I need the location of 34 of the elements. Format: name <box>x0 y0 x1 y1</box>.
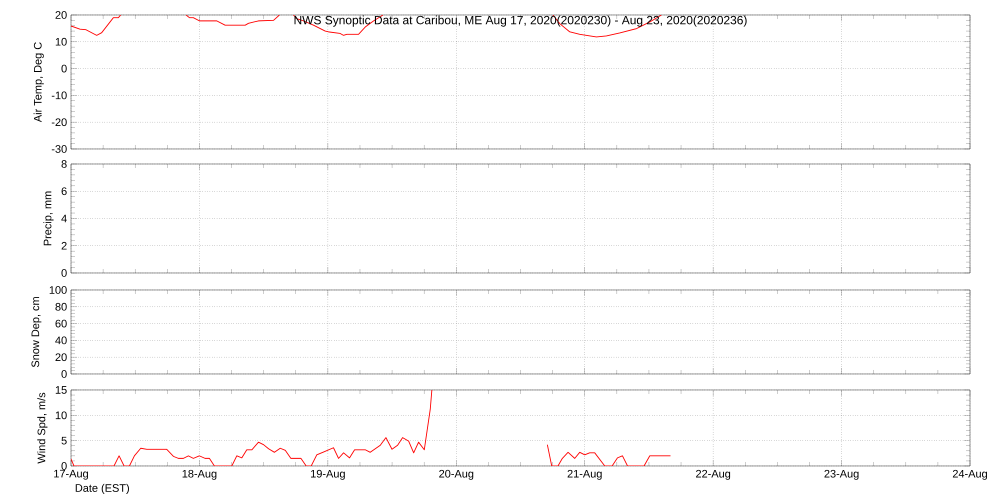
x-tick-label: 23-Aug <box>824 470 859 480</box>
x-tick-label: 21-Aug <box>568 470 602 480</box>
y-axis-title: Air Temp, Deg C <box>34 42 44 122</box>
y-tick-label: 0 <box>61 370 67 378</box>
y-tick-label: 10 <box>56 38 67 46</box>
y-tick-label: 4 <box>61 214 67 222</box>
x-axis-title: Date (EST) <box>76 484 129 494</box>
y-tick-label: 8 <box>62 160 67 168</box>
y-tick-label: 80 <box>55 302 67 311</box>
y-axis-title: Snow Dep, cm <box>31 297 42 368</box>
x-tick-label: 24-Aug <box>952 470 987 480</box>
y-tick-label: -10 <box>52 92 67 100</box>
x-tick-label: 22-Aug <box>696 470 730 480</box>
y-tick-label: -20 <box>52 118 67 126</box>
y-tick-label: 15 <box>56 386 67 394</box>
y-tick-label: -30 <box>52 145 67 153</box>
x-tick-label: 18-Aug <box>182 470 216 480</box>
y-tick-label: 20 <box>56 11 67 19</box>
x-tick-label: 19-Aug <box>311 470 345 480</box>
x-tick-label: 17-Aug <box>54 470 88 480</box>
y-tick-label: 60 <box>56 320 67 328</box>
y-tick-label: 40 <box>55 336 67 344</box>
y-tick-label: 5 <box>62 436 67 444</box>
y-tick-label: 100 <box>50 286 67 294</box>
y-tick-label: 20 <box>56 353 67 362</box>
x-tick-label: 20-Aug <box>439 470 474 480</box>
y-tick-label: 2 <box>62 242 67 250</box>
y-axis-title: Precip, mm <box>43 192 54 246</box>
y-axis-title: Wind Spd, m/s <box>37 392 48 464</box>
y-tick-label: 0 <box>61 462 67 470</box>
y-tick-label: 6 <box>62 187 67 196</box>
y-tick-label: 0 <box>61 269 67 277</box>
y-tick-label: 0 <box>61 64 67 72</box>
y-tick-label: 10 <box>56 411 67 420</box>
